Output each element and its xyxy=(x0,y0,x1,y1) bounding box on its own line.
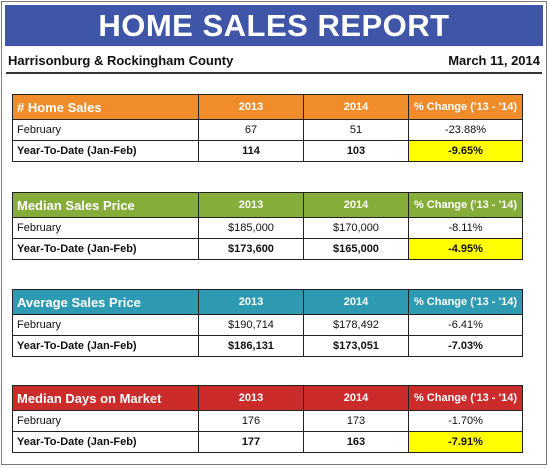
percent-change-highlighted: -9.65% xyxy=(408,140,523,162)
average-sales-price-table: Average Sales Price 2013 2014 % Change (… xyxy=(12,289,523,357)
percent-change: -6.41% xyxy=(408,314,523,336)
divider xyxy=(6,72,542,74)
column-header-2014: 2014 xyxy=(303,94,409,120)
median-days-on-market-table: Median Days on Market 2013 2014 % Change… xyxy=(12,385,523,453)
column-header-2013: 2013 xyxy=(198,192,304,218)
row-label: February xyxy=(12,217,199,239)
percent-change: -7.03% xyxy=(408,335,523,357)
percent-change-highlighted: -7.91% xyxy=(408,431,523,453)
value-2014: $170,000 xyxy=(303,217,409,239)
table-title: Average Sales Price xyxy=(12,289,199,315)
table-header-row: Average Sales Price 2013 2014 % Change (… xyxy=(12,289,523,315)
value-2014: $178,492 xyxy=(303,314,409,336)
value-2014: $165,000 xyxy=(303,238,409,260)
table-row: February 67 51 -23.88% xyxy=(12,119,523,141)
value-2013: $186,131 xyxy=(198,335,304,357)
location-label: Harrisonburg & Rockingham County xyxy=(8,53,234,68)
column-header-change: % Change ('13 - '14) xyxy=(408,192,523,218)
column-header-2013: 2013 xyxy=(198,94,304,120)
row-label: February xyxy=(12,410,199,432)
value-2014: 103 xyxy=(303,140,409,162)
row-label: February xyxy=(12,314,199,336)
table-header-row: Median Sales Price 2013 2014 % Change ('… xyxy=(12,192,523,218)
row-label: Year-To-Date (Jan-Feb) xyxy=(12,140,199,162)
table-row: Year-To-Date (Jan-Feb) $186,131 $173,051… xyxy=(12,335,523,357)
value-2014: $173,051 xyxy=(303,335,409,357)
column-header-change: % Change ('13 - '14) xyxy=(408,289,523,315)
table-row: Year-To-Date (Jan-Feb) 177 163 -7.91% xyxy=(12,431,523,453)
table-title: Median Days on Market xyxy=(12,385,199,411)
value-2013: $173,600 xyxy=(198,238,304,260)
value-2013: 177 xyxy=(198,431,304,453)
column-header-2014: 2014 xyxy=(303,385,409,411)
table-header-row: Median Days on Market 2013 2014 % Change… xyxy=(12,385,523,411)
row-label: February xyxy=(12,119,199,141)
table-row: Year-To-Date (Jan-Feb) 114 103 -9.65% xyxy=(12,140,523,162)
column-header-2013: 2013 xyxy=(198,289,304,315)
column-header-change: % Change ('13 - '14) xyxy=(408,94,523,120)
value-2013: 67 xyxy=(198,119,304,141)
row-label: Year-To-Date (Jan-Feb) xyxy=(12,431,199,453)
percent-change: -23.88% xyxy=(408,119,523,141)
table-title: Median Sales Price xyxy=(12,192,199,218)
median-sales-price-table: Median Sales Price 2013 2014 % Change ('… xyxy=(12,192,523,260)
report-subheader: Harrisonburg & Rockingham County March 1… xyxy=(6,51,542,71)
home-sales-table: # Home Sales 2013 2014 % Change ('13 - '… xyxy=(12,94,523,162)
percent-change-highlighted: -4.95% xyxy=(408,238,523,260)
value-2014: 173 xyxy=(303,410,409,432)
table-row: February $190,714 $178,492 -6.41% xyxy=(12,314,523,336)
value-2013: $185,000 xyxy=(198,217,304,239)
column-header-2014: 2014 xyxy=(303,289,409,315)
table-row: Year-To-Date (Jan-Feb) $173,600 $165,000… xyxy=(12,238,523,260)
table-title: # Home Sales xyxy=(12,94,199,120)
report-title: HOME SALES REPORT xyxy=(5,5,543,46)
value-2013: $190,714 xyxy=(198,314,304,336)
table-row: February 176 173 -1.70% xyxy=(12,410,523,432)
value-2014: 163 xyxy=(303,431,409,453)
percent-change: -8.11% xyxy=(408,217,523,239)
value-2014: 51 xyxy=(303,119,409,141)
table-row: February $185,000 $170,000 -8.11% xyxy=(12,217,523,239)
row-label: Year-To-Date (Jan-Feb) xyxy=(12,335,199,357)
report-date: March 11, 2014 xyxy=(448,53,540,68)
column-header-2013: 2013 xyxy=(198,385,304,411)
value-2013: 114 xyxy=(198,140,304,162)
column-header-change: % Change ('13 - '14) xyxy=(408,385,523,411)
row-label: Year-To-Date (Jan-Feb) xyxy=(12,238,199,260)
table-header-row: # Home Sales 2013 2014 % Change ('13 - '… xyxy=(12,94,523,120)
percent-change: -1.70% xyxy=(408,410,523,432)
value-2013: 176 xyxy=(198,410,304,432)
column-header-2014: 2014 xyxy=(303,192,409,218)
